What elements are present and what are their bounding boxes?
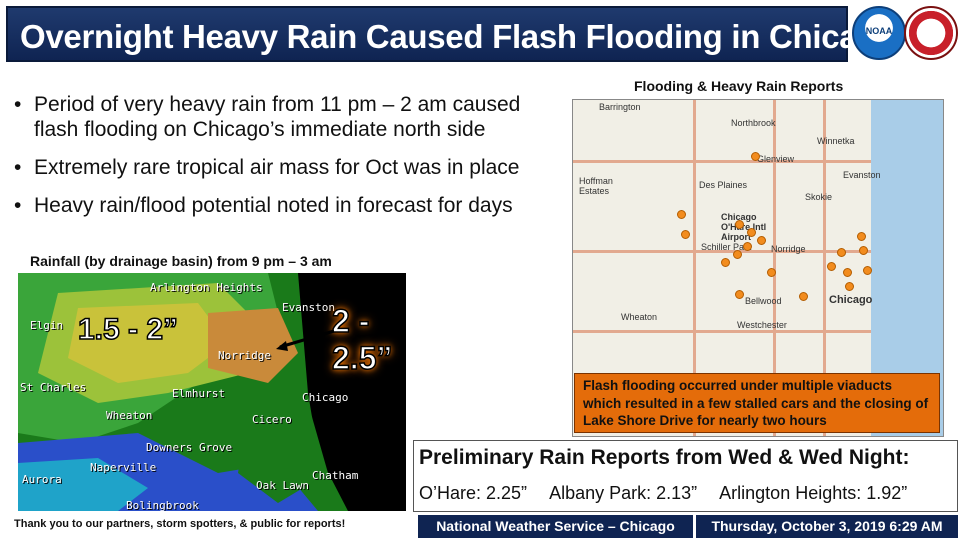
road [693, 100, 696, 436]
map-label-norridge: Norridge [218, 349, 271, 362]
noaa-logo-icon: NOAA [852, 6, 906, 60]
bullet-item: Extremely rare tropical air mass for Oct… [14, 155, 554, 180]
rainfall-overlay-right: 2 - 2.5” [331, 302, 393, 377]
map-label-ohare: Chicago O'Hare Intl Airport [721, 212, 767, 242]
map-label-downers-grove: Downers Grove [146, 441, 233, 454]
road [823, 100, 826, 436]
flood-report-marker[interactable] [743, 242, 752, 251]
map-label-st-charles: St Charles [20, 381, 87, 394]
flood-report-marker[interactable] [757, 236, 766, 245]
road [573, 250, 871, 253]
page-title: Overnight Heavy Rain Caused Flash Floodi… [20, 18, 898, 55]
map-label-hoffman-estates: Hoffman Estates [579, 176, 613, 196]
map-label-winnetka: Winnetka [817, 136, 855, 146]
map-label-chicago: Chicago [302, 391, 349, 404]
map-label-wheaton: Wheaton [621, 312, 658, 322]
map-label-wheaton: Wheaton [106, 409, 153, 422]
flood-report-marker[interactable] [733, 250, 742, 259]
flood-report-marker[interactable] [859, 246, 868, 255]
map-label-elgin: Elgin [30, 319, 64, 332]
footer-timestamp: Thursday, October 3, 2019 6:29 AM [696, 515, 958, 538]
nws-logo-icon [904, 6, 958, 60]
title-banner: Overnight Heavy Rain Caused Flash Floodi… [6, 6, 897, 62]
noaa-logo-text: NOAA [865, 26, 893, 36]
rainfall-map-caption: Rainfall (by drainage basin) from 9 pm –… [30, 253, 332, 269]
road [773, 100, 776, 436]
map-label-arlington: Arlington Heights [150, 281, 263, 294]
bullet-item: Period of very heavy rain from 11 pm – 2… [14, 92, 554, 142]
map-label-glenview: Glenview [757, 154, 795, 164]
map-label-norridge: Norridge [771, 244, 806, 254]
flood-report-marker[interactable] [799, 292, 808, 301]
preliminary-title: Preliminary Rain Reports from Wed & Wed … [419, 446, 910, 469]
flood-report-marker[interactable] [677, 210, 686, 219]
map-label-northbrook: Northbrook [731, 118, 776, 128]
arrow-icon [276, 329, 335, 351]
flood-report-marker[interactable] [735, 290, 744, 299]
report-albany-park: Albany Park: 2.13” [549, 483, 698, 503]
map-label-elmhurst: Elmhurst [172, 387, 225, 400]
flood-report-marker[interactable] [857, 232, 866, 241]
rainfall-map: Arlington Heights Evanston Elgin Norridg… [18, 273, 406, 511]
map-label-bellwood: Bellwood [745, 296, 782, 306]
flood-report-marker[interactable] [681, 230, 690, 239]
preliminary-reports-box: Preliminary Rain Reports from Wed & Wed … [413, 440, 958, 512]
map-label-chatham: Chatham [312, 469, 359, 482]
map-label-cicero: Cicero [252, 413, 292, 426]
bullet-item: Heavy rain/flood potential noted in fore… [14, 193, 554, 218]
bullet-list: Period of very heavy rain from 11 pm – 2… [14, 92, 554, 231]
reports-map-caption: Flooding & Heavy Rain Reports [634, 78, 844, 94]
map-label-naperville: Naperville [90, 461, 157, 474]
flood-report-marker[interactable] [863, 266, 872, 275]
map-label-bolingbrook: Bolingbrook [126, 499, 199, 511]
flood-report-marker[interactable] [843, 268, 852, 277]
flood-report-marker[interactable] [837, 248, 846, 257]
map-label-westchester: Westchester [737, 320, 787, 330]
report-ohare: O’Hare: 2.25” [419, 483, 528, 503]
map-label-evanston: Evanston [843, 170, 881, 180]
map-label-evanston: Evanston [282, 301, 335, 314]
map-label-skokie: Skokie [805, 192, 833, 202]
road [573, 160, 871, 163]
map-label-oak-lawn: Oak Lawn [256, 479, 309, 492]
flood-report-marker[interactable] [721, 258, 730, 267]
map-label-barrington: Barrington [599, 102, 641, 112]
road [573, 330, 871, 333]
preliminary-reports-row: O’Hare: 2.25” Albany Park: 2.13” Arlingt… [419, 483, 925, 504]
report-arlington-heights: Arlington Heights: 1.92” [719, 483, 908, 503]
flood-report-marker[interactable] [735, 220, 744, 229]
flood-report-marker[interactable] [751, 152, 760, 161]
map-label-aurora: Aurora [22, 473, 62, 486]
rainfall-overlay-left: 1.5 - 2” [77, 312, 179, 347]
footer-office: National Weather Service – Chicago [418, 515, 693, 538]
flood-report-marker[interactable] [827, 262, 836, 271]
title-bar: Overnight Heavy Rain Caused Flash Floodi… [0, 0, 960, 68]
flood-report-marker[interactable] [747, 228, 756, 237]
flood-report-marker[interactable] [767, 268, 776, 277]
map-label-des-plaines: Des Plaines [699, 180, 748, 190]
map-label-schiller-park: Schiller Park [701, 242, 752, 252]
flooding-callout: Flash flooding occurred under multiple v… [574, 373, 940, 433]
thanks-note: Thank you to our partners, storm spotter… [14, 518, 346, 530]
flood-report-marker[interactable] [845, 282, 854, 291]
map-label-chicago: Chicago [829, 294, 873, 306]
